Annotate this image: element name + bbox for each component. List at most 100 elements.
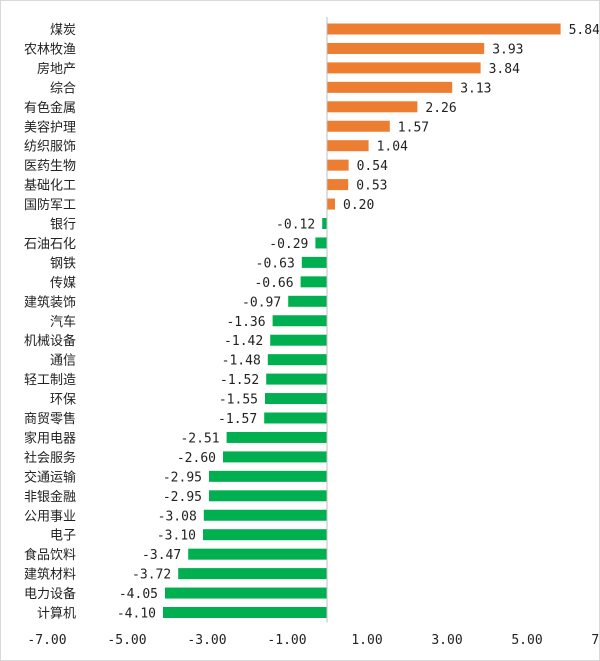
value-label-6: 1.04 bbox=[377, 140, 408, 155]
value-label-17: -1.48 bbox=[222, 354, 261, 369]
value-label-14: -0.97 bbox=[242, 295, 281, 310]
category-label-8: 基础化工 bbox=[24, 179, 76, 194]
value-label-23: -2.95 bbox=[163, 470, 202, 485]
value-label-3: 3.13 bbox=[460, 81, 491, 96]
x-tick-label-1: -5.00 bbox=[107, 633, 146, 648]
value-label-0: 5.84 bbox=[569, 23, 599, 38]
value-label-29: -4.05 bbox=[119, 587, 158, 602]
bar-15 bbox=[272, 315, 327, 327]
bar-14 bbox=[288, 295, 327, 307]
bar-28 bbox=[178, 568, 327, 580]
bars-group bbox=[163, 23, 561, 618]
bar-29 bbox=[165, 587, 327, 599]
bar-12 bbox=[301, 256, 327, 268]
x-tick-label-2: -3.00 bbox=[187, 633, 226, 648]
category-label-22: 社会服务 bbox=[24, 450, 76, 466]
value-label-5: 1.57 bbox=[398, 120, 429, 135]
bar-13 bbox=[300, 276, 327, 288]
value-label-26: -3.10 bbox=[157, 529, 196, 544]
bar-18 bbox=[266, 373, 327, 385]
category-label-4: 有色金属 bbox=[24, 100, 76, 116]
x-tick-label-0: -7.00 bbox=[27, 633, 66, 648]
category-label-29: 电力设备 bbox=[24, 586, 76, 602]
x-tick-label-5: 3.00 bbox=[431, 633, 462, 648]
bar-1 bbox=[327, 42, 485, 54]
category-label-16: 机械设备 bbox=[24, 333, 76, 349]
bar-20 bbox=[264, 412, 327, 424]
category-label-21: 家用电器 bbox=[24, 430, 76, 446]
category-label-28: 建筑材料 bbox=[24, 567, 76, 583]
bar-2 bbox=[327, 62, 481, 74]
category-label-17: 通信 bbox=[50, 354, 76, 369]
bar-9 bbox=[327, 198, 335, 210]
category-label-14: 建筑装饰 bbox=[24, 294, 76, 310]
category-label-2: 房地产 bbox=[37, 61, 76, 77]
bar-23 bbox=[209, 470, 327, 482]
value-label-18: -1.52 bbox=[220, 373, 259, 388]
bar-8 bbox=[327, 179, 349, 191]
value-label-16: -1.42 bbox=[224, 334, 263, 349]
bar-3 bbox=[327, 81, 453, 93]
bar-0 bbox=[327, 23, 561, 35]
labels-group: 煤炭 5.84 农林牧渔 3.93 房地产 3.84 综合 3.13 有色金属 2.26 美容护理 1… bbox=[24, 23, 599, 622]
category-label-15: 汽车 bbox=[50, 314, 76, 330]
bar-16 bbox=[270, 334, 327, 346]
value-label-24: -2.95 bbox=[163, 490, 202, 505]
x-tick-label-7: 7.00 bbox=[591, 633, 599, 648]
category-label-12: 钢铁 bbox=[50, 256, 76, 271]
value-label-19: -1.55 bbox=[219, 393, 258, 408]
bar-6 bbox=[327, 140, 369, 152]
category-label-1: 农林牧渔 bbox=[24, 42, 76, 57]
value-label-8: 0.53 bbox=[356, 179, 387, 194]
category-label-26: 电子 bbox=[50, 529, 76, 544]
category-label-24: 非银金融 bbox=[24, 489, 76, 505]
category-label-30: 计算机 bbox=[37, 607, 76, 622]
value-label-2: 3.84 bbox=[489, 62, 520, 77]
category-label-9: 国防军工 bbox=[24, 197, 76, 213]
bar-17 bbox=[267, 354, 327, 366]
category-label-18: 轻工制造 bbox=[24, 373, 76, 388]
category-label-11: 石油石化 bbox=[24, 237, 76, 252]
bar-21 bbox=[226, 431, 327, 443]
bar-5 bbox=[327, 120, 390, 132]
value-label-13: -0.66 bbox=[254, 276, 293, 291]
bar-4 bbox=[327, 101, 418, 113]
category-label-5: 美容护理 bbox=[24, 119, 76, 135]
bar-10 bbox=[322, 218, 327, 229]
value-label-20: -1.57 bbox=[218, 412, 257, 427]
bar-11 bbox=[315, 237, 327, 249]
x-tick-label-4: 1.00 bbox=[351, 633, 382, 648]
value-label-10: -0.12 bbox=[276, 218, 315, 233]
bar-19 bbox=[265, 393, 327, 405]
category-label-10: 银行 bbox=[50, 218, 76, 233]
bar-24 bbox=[209, 490, 327, 502]
value-label-12: -0.63 bbox=[256, 256, 295, 271]
category-label-19: 环保 bbox=[50, 393, 76, 408]
value-label-28: -3.72 bbox=[132, 568, 171, 583]
value-label-4: 2.26 bbox=[425, 101, 456, 116]
value-label-7: 0.54 bbox=[357, 159, 388, 174]
bar-25 bbox=[203, 509, 327, 521]
value-label-27: -3.47 bbox=[142, 548, 181, 563]
category-label-20: 商贸零售 bbox=[24, 411, 76, 427]
value-label-30: -4.10 bbox=[117, 607, 156, 622]
category-label-7: 医药生物 bbox=[24, 159, 76, 174]
bar-26 bbox=[203, 529, 327, 541]
axis-group: -7.00 -5.00 -3.00 -1.00 1.00 3.00 5.00 7.00 bbox=[27, 17, 599, 648]
category-label-13: 传媒 bbox=[50, 276, 76, 291]
value-label-22: -2.60 bbox=[177, 451, 216, 466]
bar-7 bbox=[327, 159, 349, 171]
x-tick-label-3: -1.00 bbox=[267, 633, 306, 648]
category-label-0: 煤炭 bbox=[50, 23, 76, 38]
category-label-6: 纺织服饰 bbox=[24, 140, 76, 155]
category-label-3: 综合 bbox=[50, 81, 76, 96]
category-label-27: 食品饮料 bbox=[24, 547, 76, 563]
x-tick-label-6: 5.00 bbox=[511, 633, 542, 648]
category-label-23: 交通运输 bbox=[24, 469, 76, 485]
bar-22 bbox=[223, 451, 327, 463]
bar-27 bbox=[188, 548, 327, 560]
value-label-21: -2.51 bbox=[180, 431, 219, 446]
value-label-9: 0.20 bbox=[343, 198, 374, 213]
